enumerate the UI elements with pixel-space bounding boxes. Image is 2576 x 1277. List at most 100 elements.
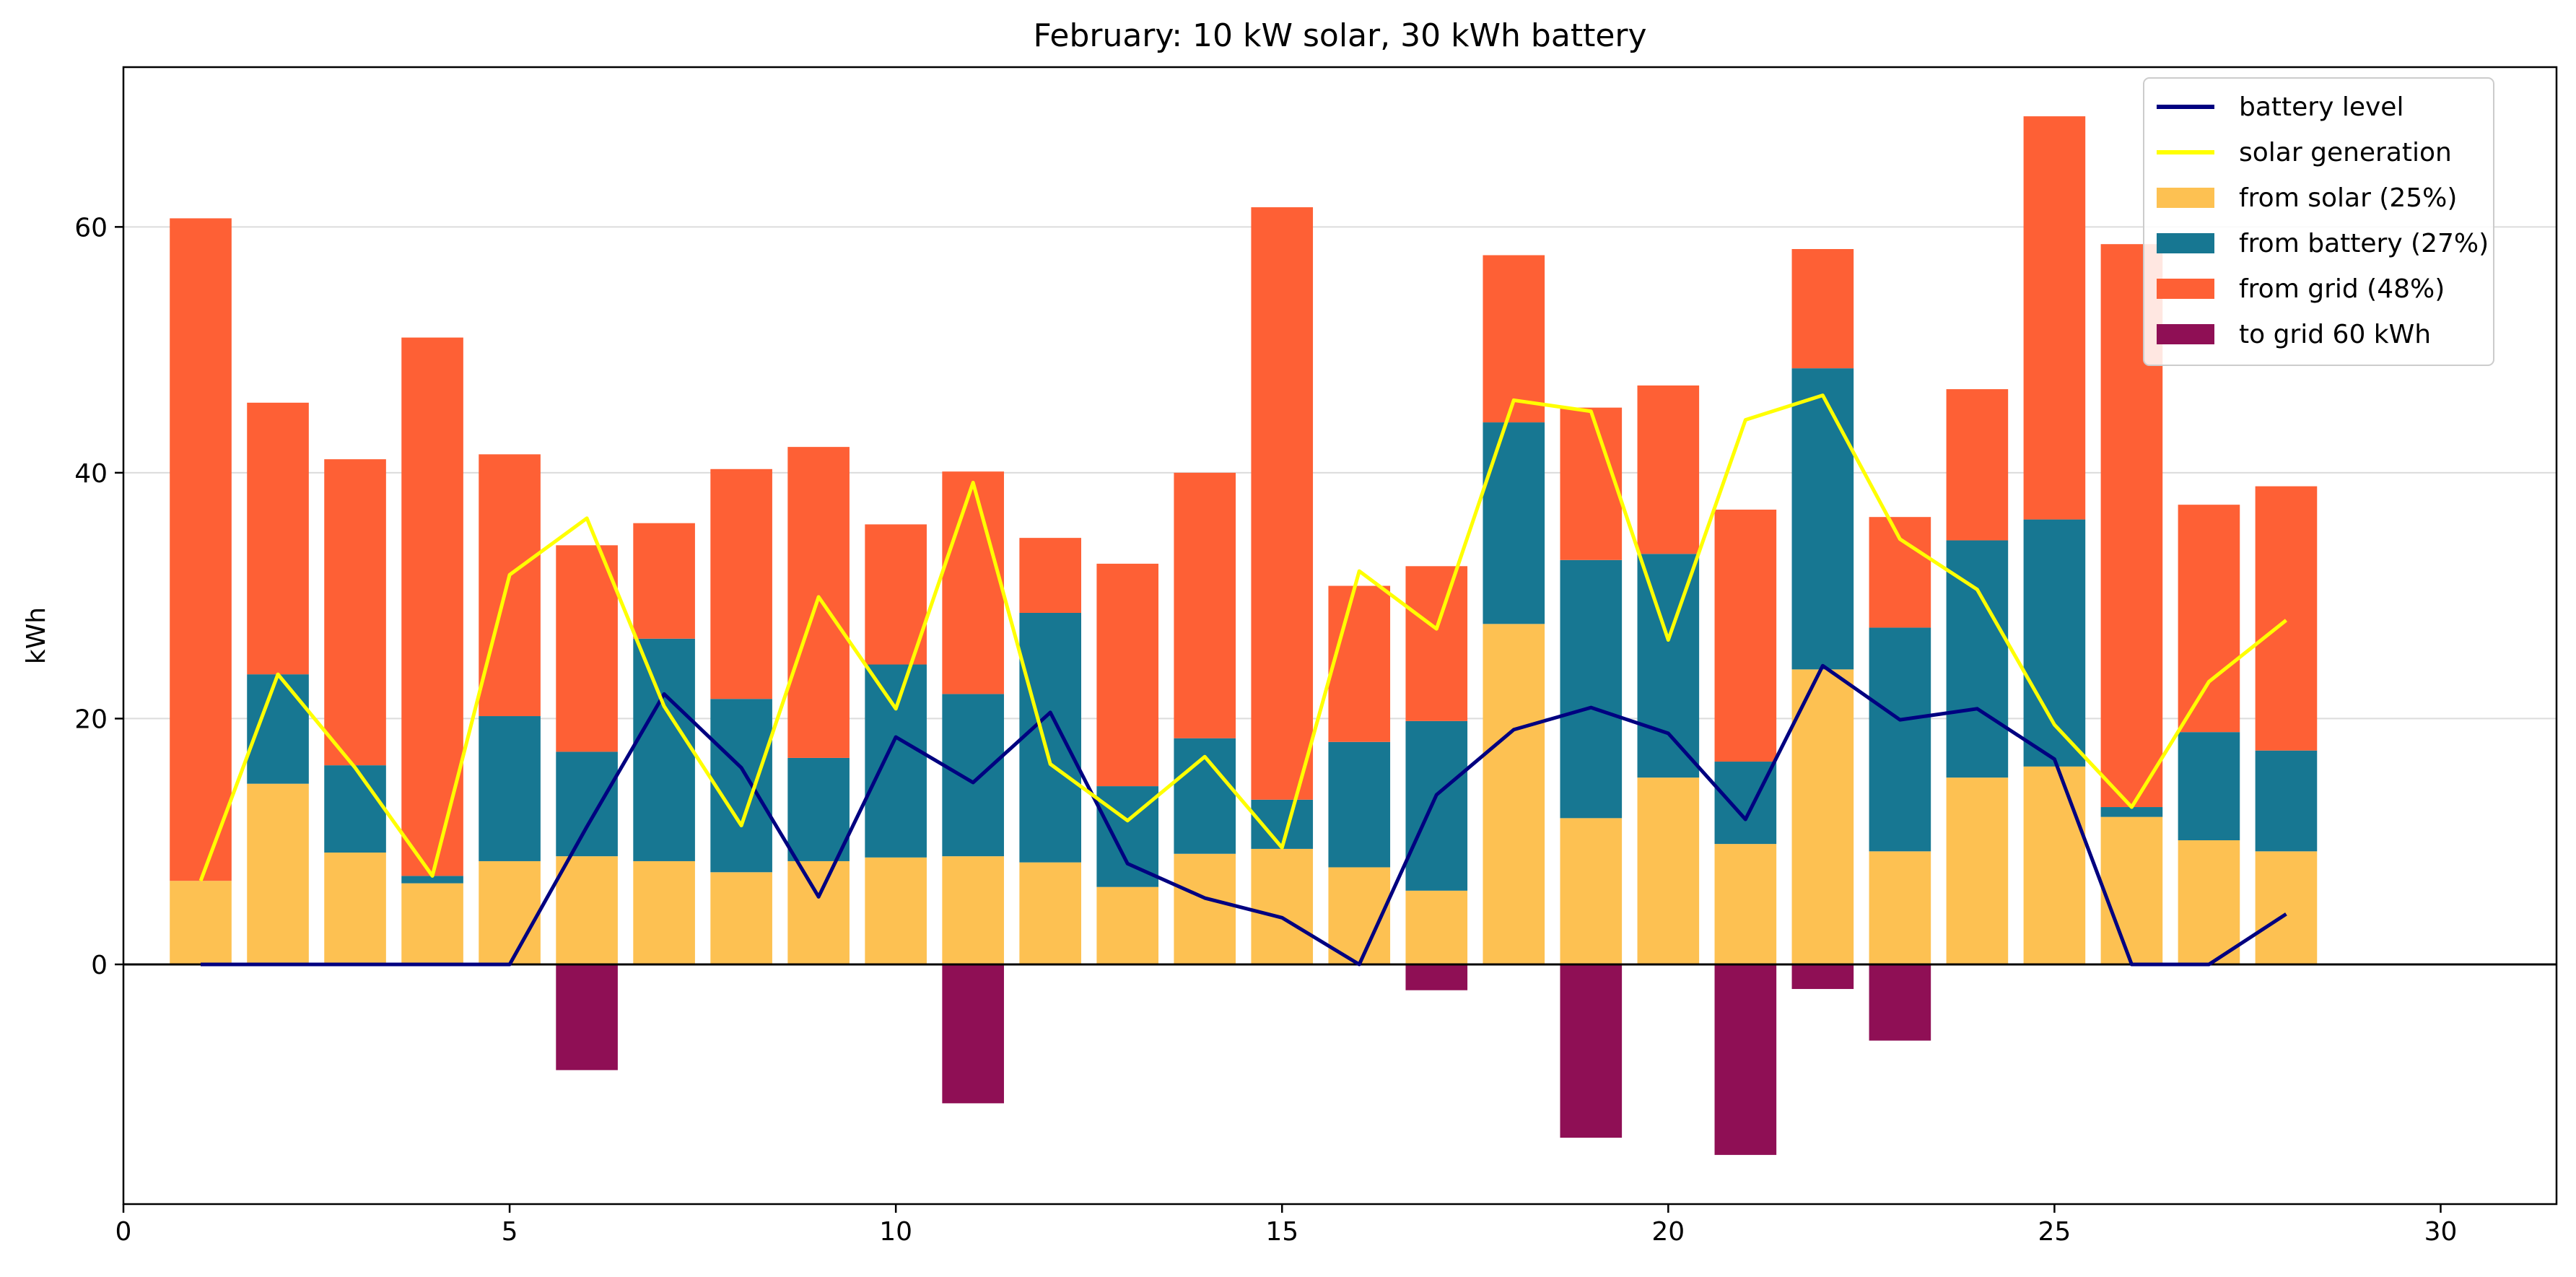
lines (198, 393, 2288, 967)
bar-to-grid (1560, 964, 1623, 1138)
bar-to-grid (1869, 964, 1931, 1041)
bar-from-solar (865, 857, 927, 964)
bar-from-battery (633, 638, 695, 861)
bar-from-solar (2255, 851, 2318, 964)
bar-from-solar (710, 872, 772, 964)
bar-from-solar (170, 881, 232, 964)
bar-from-battery (1637, 554, 1700, 778)
bar-from-grid (1251, 207, 1314, 800)
bar-from-grid (942, 471, 1004, 694)
bar-from-grid (1791, 249, 1854, 369)
bar-from-grid (2178, 505, 2240, 733)
bar-from-solar (1946, 777, 2009, 964)
bar-from-battery (1019, 613, 1081, 863)
legend-swatch-bar (2157, 279, 2214, 299)
bars (170, 116, 2318, 1155)
x-tick-label: 5 (502, 1217, 518, 1247)
legend-label: from grid (48%) (2239, 274, 2445, 304)
bar-from-grid (324, 459, 386, 766)
x-ticks: 0 5 10 15 20 25 30 (115, 1204, 2458, 1247)
x-tick-label: 0 (115, 1217, 132, 1247)
x-tick-label: 10 (879, 1217, 912, 1247)
x-tick-label: 30 (2424, 1217, 2458, 1247)
bar-from-battery (865, 664, 927, 858)
battery-level-line (201, 663, 2287, 967)
bar-from-battery (1405, 720, 1468, 891)
bar-from-solar (2100, 816, 2163, 964)
legend-box (2143, 77, 2494, 366)
bar-from-battery (2255, 750, 2318, 852)
bar-from-battery (1946, 540, 2009, 778)
bar-from-solar (1791, 669, 1854, 964)
bar-to-grid (1405, 964, 1468, 990)
bar-from-grid (1869, 517, 1931, 628)
legend-label: battery level (2239, 92, 2403, 122)
bar-from-solar (1637, 777, 1700, 964)
bar-from-grid (1483, 255, 1545, 423)
y-ticks: 0 20 40 60 (74, 213, 123, 980)
bar-from-battery (1560, 559, 1623, 819)
legend-swatch-bar (2157, 324, 2214, 344)
bar-from-battery (2100, 807, 2163, 817)
solar-generation-line (198, 393, 2288, 882)
legend-swatch-bar (2157, 233, 2214, 253)
bar-from-solar (1560, 818, 1623, 964)
bar-from-grid (247, 402, 309, 675)
bar-from-battery (479, 716, 541, 861)
bar-from-solar (1869, 851, 1931, 964)
y-tick-label: 60 (74, 213, 108, 243)
y-tick-label: 40 (74, 459, 108, 489)
bar-from-grid (865, 524, 927, 665)
bar-from-grid (633, 523, 695, 639)
bar-from-battery (1869, 627, 1931, 852)
bar-from-grid (1637, 385, 1700, 554)
legend-label: solar generation (2239, 138, 2452, 167)
y-tick-label: 20 (74, 705, 108, 734)
bar-from-grid (2255, 486, 2318, 751)
bar-from-grid (1019, 538, 1081, 613)
bar-from-solar (1251, 848, 1314, 964)
x-tick-label: 20 (1651, 1217, 1685, 1247)
bar-from-battery (2023, 519, 2086, 767)
legend-label: from solar (25%) (2239, 183, 2457, 213)
bar-from-battery (324, 765, 386, 853)
bar-from-grid (1714, 509, 1777, 762)
plot-frame (122, 66, 2558, 1206)
y-tick-label: 0 (91, 951, 108, 980)
bar-from-grid (1096, 563, 1159, 787)
legend-label: to grid 60 kWh (2239, 320, 2431, 349)
bar-from-solar (247, 783, 309, 964)
bar-from-grid (1560, 407, 1623, 560)
bar-from-grid (1405, 566, 1468, 721)
bar-from-solar (1405, 890, 1468, 964)
bar-from-battery (401, 876, 463, 884)
bar-to-grid (1714, 964, 1777, 1155)
bar-from-grid (710, 468, 772, 699)
bar-from-grid (1328, 585, 1391, 742)
bar-from-battery (710, 699, 772, 873)
bar-from-battery (1483, 422, 1545, 624)
bar-from-solar (2178, 840, 2240, 964)
bar-from-solar (1714, 844, 1777, 964)
bar-from-battery (1791, 368, 1854, 670)
bar-from-solar (787, 860, 850, 964)
legend: battery level solar generation from solar … (2143, 77, 2494, 366)
bar-from-solar (1019, 862, 1081, 964)
x-tick-label: 15 (1265, 1217, 1298, 1247)
bar-from-battery (942, 694, 1004, 857)
bar-from-solar (479, 860, 541, 964)
bar-from-battery (556, 751, 618, 857)
y-axis-label: kWh (22, 607, 51, 664)
legend-label: from battery (27%) (2239, 229, 2489, 258)
bar-from-solar (401, 883, 463, 964)
axes-frame (122, 66, 2558, 1206)
bar-from-grid (1174, 472, 1236, 738)
bar-from-solar (2023, 766, 2086, 964)
bar-from-solar (556, 856, 618, 964)
chart-title: February: 10 kW solar, 30 kWh battery (1033, 17, 1646, 54)
bar-to-grid (942, 964, 1004, 1104)
x-tick-label: 25 (2038, 1217, 2071, 1247)
bar-from-solar (324, 853, 386, 964)
bar-from-grid (2023, 116, 2086, 520)
